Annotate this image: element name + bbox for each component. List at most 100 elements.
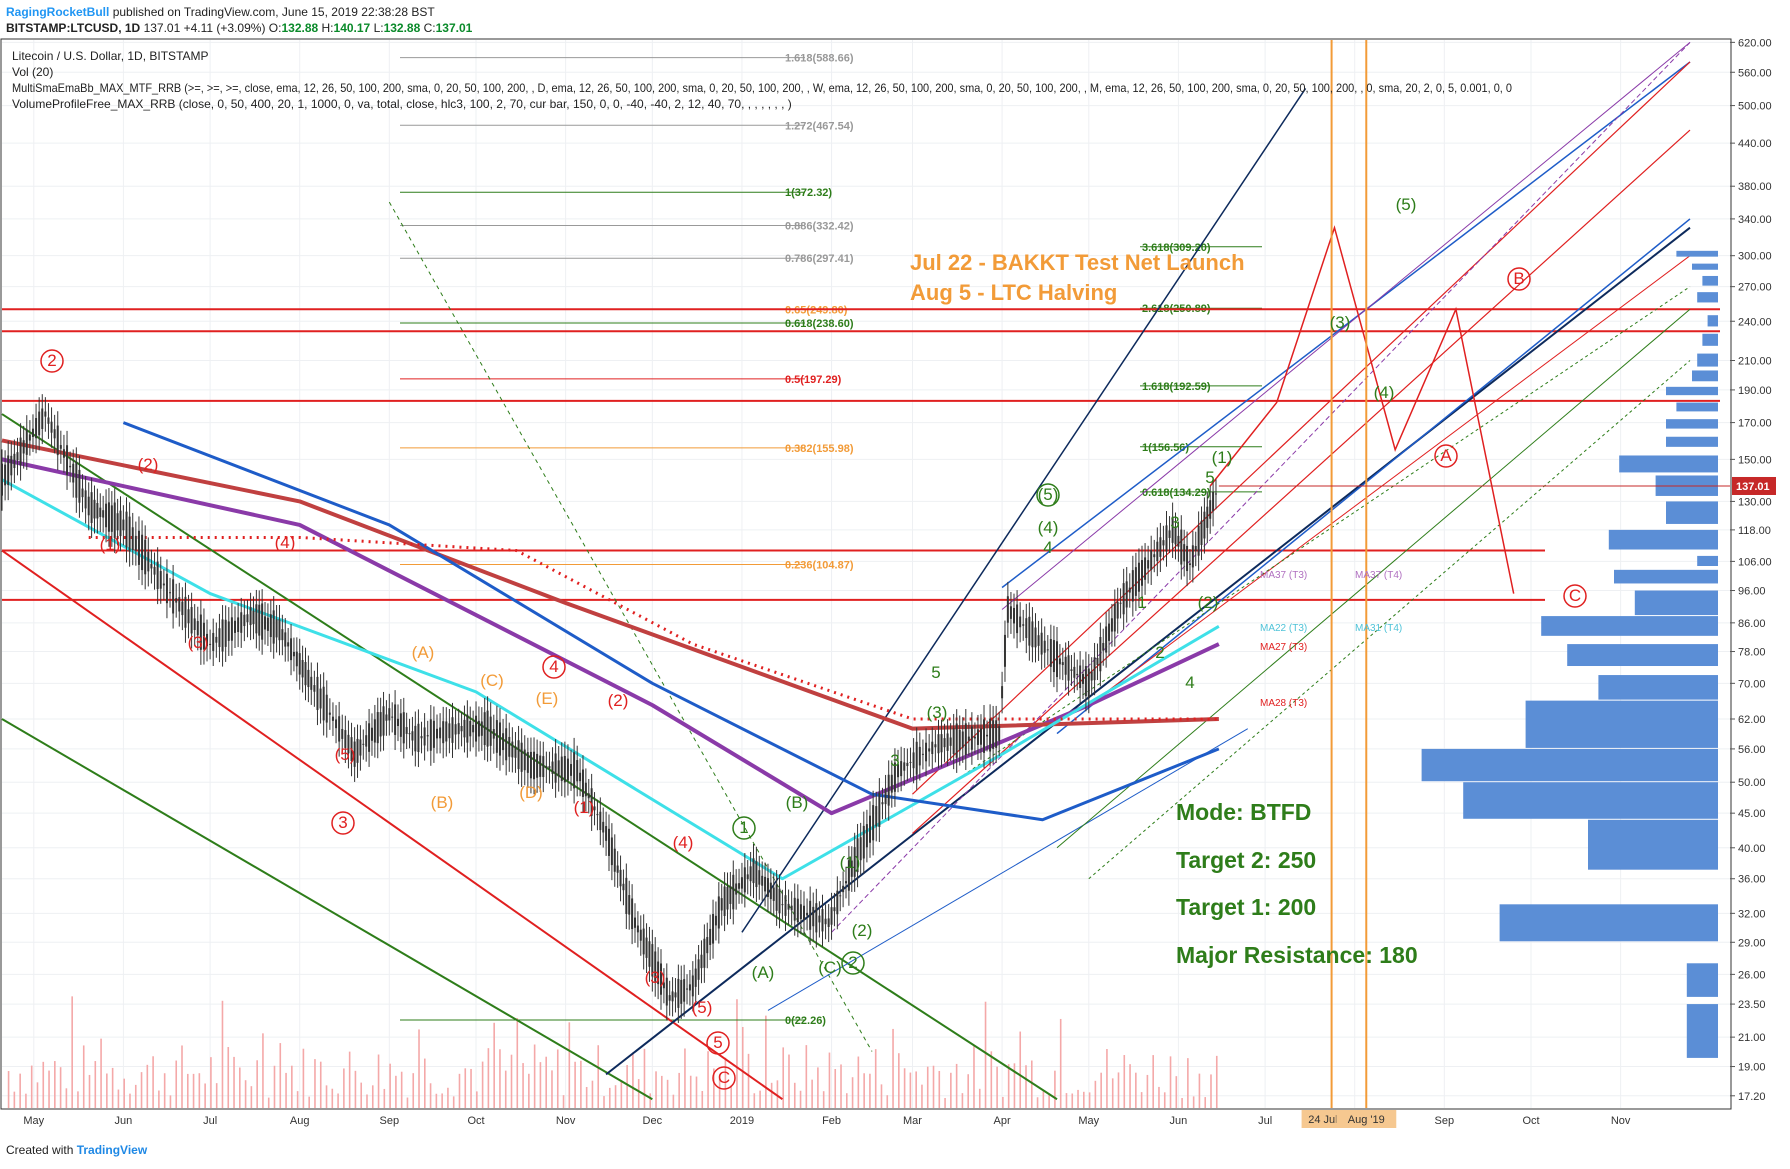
wave-label: (3) [188, 633, 209, 652]
candle-body [660, 963, 663, 995]
candle-body [264, 616, 267, 630]
candle-body [1165, 525, 1168, 552]
volume-bar [504, 1070, 507, 1108]
wave-label: (D) [519, 783, 543, 802]
candle-body [1137, 562, 1140, 592]
wave-label: (5) [335, 745, 356, 764]
volume-bar [1163, 1092, 1166, 1108]
volume-bar [13, 1091, 16, 1108]
candle-body [1040, 632, 1043, 655]
legend-mtf: MultiSmaEmaBb_MAX_MTF_RRB (>=, >=, >=, c… [12, 81, 1512, 95]
candle-body [87, 496, 90, 516]
candle-body [90, 492, 93, 523]
candle-body [290, 638, 293, 661]
wave-label: 5 [931, 663, 940, 682]
y-tick-label: 21.00 [1738, 1032, 1766, 1044]
wave-circle [841, 951, 865, 975]
candle-body [368, 723, 371, 752]
candle-body [802, 905, 805, 921]
candle-body [221, 619, 224, 652]
candle-body [1006, 596, 1009, 623]
candle-body [781, 904, 784, 906]
candle-body [605, 826, 608, 841]
volume-bar [435, 1093, 438, 1108]
candle-body [31, 428, 34, 437]
candle-body [1013, 607, 1016, 624]
candle-body [596, 814, 599, 816]
volume-bar [400, 1071, 403, 1108]
candle-body [436, 728, 439, 739]
low-value: 132.88 [383, 21, 421, 35]
wave-circle [1507, 267, 1531, 291]
candle-body [551, 761, 554, 774]
tradingview-logo[interactable]: TradingView [76, 1143, 148, 1157]
candle-body [84, 490, 87, 509]
volume-bar [851, 1077, 854, 1108]
volume-bar [499, 1049, 501, 1108]
candle-body [799, 904, 802, 920]
volume-bar [724, 1057, 727, 1108]
price-chart[interactable]: 1.618(588.66) 1.272(467.54) 1(372.32) 0.886… [0, 38, 1790, 1138]
candle-body [292, 651, 295, 657]
volume-bar [262, 1033, 264, 1108]
volume-bar [822, 1091, 825, 1108]
price-change: +4.11 (+3.09%) [183, 21, 266, 35]
y-tick-label: 500.00 [1738, 101, 1772, 113]
volume-bar [215, 1083, 218, 1108]
volume-bar [1019, 1031, 1022, 1108]
profile-bar [1598, 675, 1718, 700]
volume-bar [817, 1067, 819, 1108]
trend-line [1088, 360, 1691, 880]
candle-body [599, 811, 602, 831]
volume-bar [805, 1045, 808, 1108]
candle-body [995, 720, 998, 748]
volume-bar [319, 1061, 322, 1108]
candle-body [187, 609, 190, 624]
candle-body [845, 881, 847, 884]
wave-circle [1434, 444, 1458, 468]
volume-bar [898, 1053, 900, 1108]
candle-body [989, 718, 992, 752]
candle-body [448, 723, 451, 739]
ohlc-line: BITSTAMP:LTCUSD, 1D 137.01 +4.11 (+3.09%… [6, 20, 472, 36]
volume-bar [938, 1070, 941, 1108]
wave-label: (1) [100, 535, 121, 554]
candle-body [230, 617, 233, 641]
candle-body [1052, 640, 1055, 673]
wave-label: (E) [536, 689, 559, 708]
candle-body [890, 774, 893, 793]
volume-bar [1187, 1058, 1189, 1108]
candle-body [875, 806, 878, 827]
author-name[interactable]: RagingRocketBull [6, 5, 110, 19]
x-tick-label: May [1078, 1115, 1099, 1127]
candle-body [570, 764, 573, 776]
y-tick-label: 340.00 [1738, 214, 1772, 226]
candle-body [1191, 545, 1194, 568]
volume-bar [395, 1075, 397, 1108]
volume-bar [649, 1093, 652, 1108]
y-tick-label: 560.00 [1738, 67, 1772, 79]
candle-body [287, 642, 290, 647]
candle-body [706, 937, 709, 954]
volume-bar [82, 1045, 85, 1108]
wave-label: 3 [338, 813, 347, 832]
volume-bar [48, 1070, 50, 1108]
candle-body [350, 737, 353, 762]
candle-body [714, 915, 717, 926]
candle-body [842, 885, 845, 893]
candle-body [1144, 557, 1147, 580]
candle-body [445, 721, 448, 742]
volume-bar [603, 1096, 605, 1108]
candle-body [1203, 511, 1206, 539]
candle-body [99, 507, 102, 517]
volume-bar [539, 1062, 542, 1108]
candle-body [862, 825, 865, 859]
y-tick-label: 40.00 [1738, 843, 1766, 855]
volume-bar [1042, 1091, 1045, 1108]
volume-bar [1048, 1094, 1050, 1108]
candle-body [897, 764, 900, 778]
candle-body [761, 875, 764, 886]
created-with: Created with [6, 1143, 74, 1157]
candle-body [243, 614, 246, 627]
candle-body [215, 636, 218, 643]
